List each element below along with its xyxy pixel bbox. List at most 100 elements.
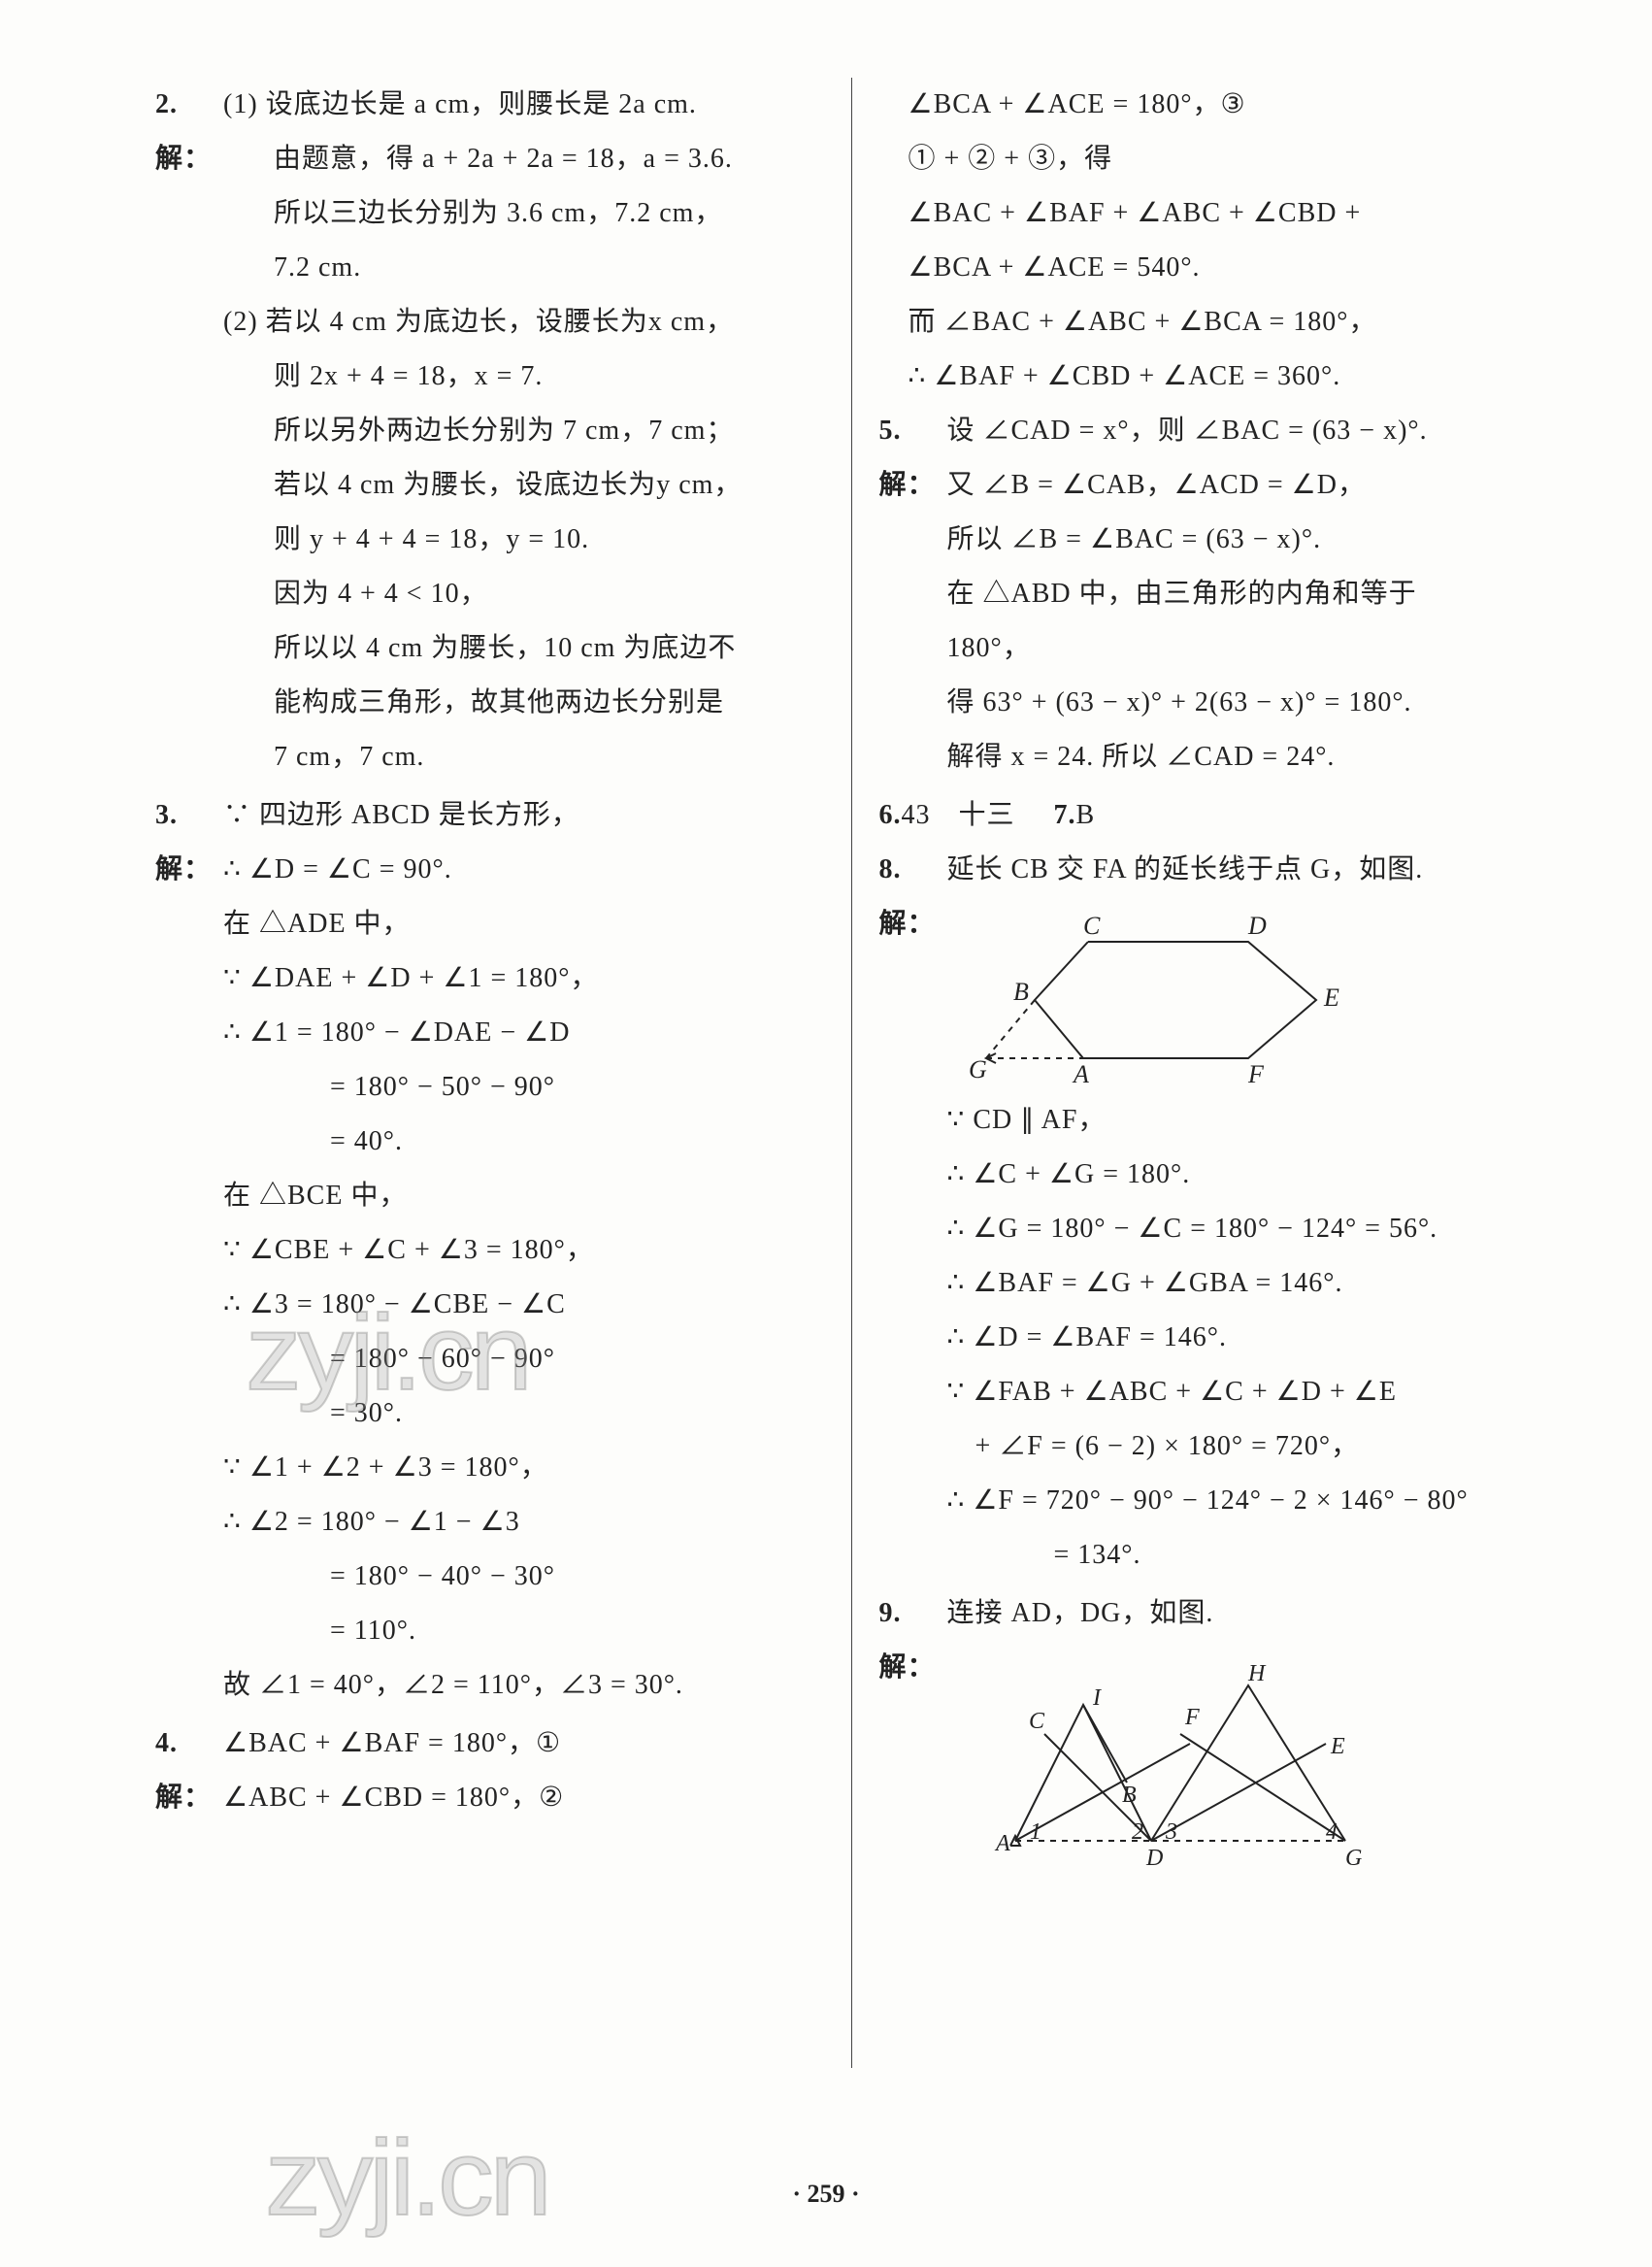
- text-line: 在 △ABD 中，由三角形的内角和等于: [947, 567, 1556, 621]
- text-line: 所以另外两边长分别为 7 cm，7 cm；: [223, 404, 832, 458]
- text-line: 因为 4 + 4 < 10，: [223, 567, 832, 621]
- problem-4: 4.解： ∠BAC + ∠BAF = 180°，① ∠ABC + ∠CBD = …: [155, 1717, 832, 1825]
- text-line: ∴ ∠2 = 180° − ∠1 − ∠3: [223, 1495, 832, 1550]
- text-line: 7 cm，7 cm.: [223, 730, 832, 784]
- page: 2.解： (1) 设底边长是 a cm，则腰长是 2a cm. 由题意，得 a …: [0, 0, 1652, 2267]
- text-line: 所以 ∠B = ∠BAC = (63 − x)°.: [947, 513, 1556, 567]
- label-A: A: [994, 1831, 1011, 1856]
- problem-7: 7.B: [1054, 788, 1096, 843]
- text-line: 延长 CB 交 FA 的延长线于点 G，如图.: [947, 843, 1556, 897]
- problem-5: 5.解： 设 ∠CAD = x°，则 ∠BAC = (63 − x)°. 又 ∠…: [879, 404, 1556, 784]
- text-line: 180°，: [947, 621, 1556, 676]
- label-H: H: [1247, 1661, 1267, 1686]
- problem-number: 3.解：: [155, 788, 223, 1713]
- problem-body: ∵ 四边形 ABCD 是长方形， ∴ ∠D = ∠C = 90°. 在 △ADE…: [223, 788, 832, 1713]
- text-line: ∴ ∠F = 720° − 90° − 124° − 2 × 146° − 80…: [947, 1474, 1556, 1528]
- problem-number: 2.解：: [155, 78, 223, 784]
- right-column: ∠BCA + ∠ACE = 180°，③ ① + ② + ③，得 ∠BAC + …: [852, 78, 1556, 2068]
- text-line: ∴ ∠D = ∠BAF = 146°.: [947, 1311, 1556, 1365]
- label-F: F: [1184, 1705, 1201, 1730]
- text-line: ∠BCA + ∠ACE = 180°，③: [909, 78, 1556, 132]
- label-2: 2: [1132, 1819, 1144, 1845]
- label-B: B: [1122, 1783, 1138, 1808]
- problem-number: 8.解：: [879, 843, 947, 1583]
- label-C: C: [1083, 912, 1101, 940]
- label-E: E: [1330, 1734, 1346, 1759]
- problem-number: 9.解：: [879, 1586, 947, 1905]
- problem-body: 延长 CB 交 FA 的延长线于点 G，如图.: [947, 843, 1556, 1583]
- problem-number: 4.解：: [155, 1717, 223, 1825]
- text-line: ∴ ∠C + ∠G = 180°.: [947, 1148, 1556, 1202]
- text-line: 在 △ADE 中，: [223, 897, 832, 951]
- text-line: 在 △BCE 中，: [223, 1169, 832, 1223]
- problem-body: 连接 AD，DG，如图.: [947, 1586, 1556, 1905]
- two-column-layout: 2.解： (1) 设底边长是 a cm，则腰长是 2a cm. 由题意，得 a …: [155, 78, 1555, 2068]
- text-line: ∠BAC + ∠BAF = 180°，①: [223, 1717, 832, 1771]
- text-line: 故 ∠1 = 40°，∠2 = 110°，∠3 = 30°.: [223, 1658, 832, 1713]
- label-3: 3: [1165, 1819, 1178, 1845]
- text-line: 得 63° + (63 − x)° + 2(63 − x)° = 180°.: [947, 676, 1556, 730]
- text-line: = 30°.: [223, 1386, 832, 1441]
- text-line: = 180° − 40° − 30°: [223, 1550, 832, 1604]
- label-D: D: [1145, 1846, 1164, 1871]
- text-line: = 110°.: [223, 1604, 832, 1658]
- text-line: ∴ ∠BAF + ∠CBD + ∠ACE = 360°.: [909, 350, 1556, 404]
- text-line: = 134°.: [947, 1528, 1556, 1583]
- watermark: zyji.cn: [265, 2117, 548, 2240]
- problem-body: 设 ∠CAD = x°，则 ∠BAC = (63 − x)°. 又 ∠B = ∠…: [947, 404, 1556, 784]
- label-4: 4: [1326, 1819, 1338, 1845]
- text-line: (2) 若以 4 cm 为底边长，设腰长为x cm，: [223, 295, 832, 350]
- text-line: ∴ ∠BAF = ∠G + ∠GBA = 146°.: [947, 1256, 1556, 1311]
- problem-4-cont: ∠BCA + ∠ACE = 180°，③ ① + ② + ③，得 ∠BAC + …: [879, 78, 1556, 404]
- text-line: ∵ CD ∥ AF，: [947, 1093, 1556, 1148]
- text-line: 连接 AD，DG，如图.: [947, 1586, 1556, 1641]
- text-line: ① + ② + ③，得: [909, 132, 1556, 186]
- text-line: 能构成三角形，故其他两边长分别是: [223, 676, 832, 730]
- text-line: (1) 设底边长是 a cm，则腰长是 2a cm.: [223, 78, 832, 132]
- label-E: E: [1323, 983, 1340, 1012]
- text-line: ∵ ∠CBE + ∠C + ∠3 = 180°，: [223, 1223, 832, 1278]
- text-line: + ∠F = (6 − 2) × 180° = 720°，: [947, 1419, 1556, 1474]
- inline-answers: 6.43 十三 7.B: [879, 788, 1556, 843]
- figure-hexagon: C D B E G A F: [957, 903, 1556, 1087]
- text-line: 7.2 cm.: [223, 241, 832, 295]
- label-I: I: [1092, 1685, 1102, 1711]
- problem-number: 5.解：: [879, 404, 947, 784]
- problem-3: 3.解： ∵ 四边形 ABCD 是长方形， ∴ ∠D = ∠C = 90°. 在…: [155, 788, 832, 1713]
- page-number: · 259 ·: [0, 2180, 1652, 2209]
- problem-2: 2.解： (1) 设底边长是 a cm，则腰长是 2a cm. 由题意，得 a …: [155, 78, 832, 784]
- text-line: ∴ ∠D = ∠C = 90°.: [223, 843, 832, 897]
- text-line: 则 y + 4 + 4 = 18，y = 10.: [223, 513, 832, 567]
- problem-body: ∠BAC + ∠BAF = 180°，① ∠ABC + ∠CBD = 180°，…: [223, 1717, 832, 1825]
- label-C: C: [1029, 1709, 1045, 1734]
- text-line: ∴ ∠3 = 180° − ∠CBE − ∠C: [223, 1278, 832, 1332]
- text-line: 解得 x = 24. 所以 ∠CAD = 24°.: [947, 730, 1556, 784]
- text-line: 又 ∠B = ∠CAB，∠ACD = ∠D，: [947, 458, 1556, 513]
- label-G: G: [969, 1055, 988, 1083]
- text-line: = 180° − 50° − 90°: [223, 1060, 832, 1115]
- text-line: 若以 4 cm 为腰长，设底边长为y cm，: [223, 458, 832, 513]
- problem-body: (1) 设底边长是 a cm，则腰长是 2a cm. 由题意，得 a + 2a …: [223, 78, 832, 784]
- text-line: ∵ 四边形 ABCD 是长方形，: [223, 788, 832, 843]
- problem-8: 8.解： 延长 CB 交 FA 的延长线于点 G，如图.: [879, 843, 1556, 1583]
- problem-9: 9.解： 连接 AD，DG，如图.: [879, 1586, 1556, 1905]
- left-column: 2.解： (1) 设底边长是 a cm，则腰长是 2a cm. 由题意，得 a …: [155, 78, 852, 2068]
- label-B: B: [1013, 978, 1030, 1006]
- text-line: = 40°.: [223, 1115, 832, 1169]
- text-line: ∵ ∠DAE + ∠D + ∠1 = 180°，: [223, 951, 832, 1006]
- label-D: D: [1247, 912, 1268, 940]
- text-line: 而 ∠BAC + ∠ABC + ∠BCA = 180°，: [909, 295, 1556, 350]
- text-line: ∴ ∠1 = 180° − ∠DAE − ∠D: [223, 1006, 832, 1060]
- label-G: G: [1345, 1846, 1363, 1871]
- label-1: 1: [1030, 1819, 1042, 1845]
- text-line: ∠BCA + ∠ACE = 540°.: [909, 241, 1556, 295]
- text-line: ∠ABC + ∠CBD = 180°，②: [223, 1771, 832, 1825]
- text-line: ∵ ∠FAB + ∠ABC + ∠C + ∠D + ∠E: [947, 1365, 1556, 1419]
- text-line: 则 2x + 4 = 18，x = 7.: [223, 350, 832, 404]
- text-line: 所以以 4 cm 为腰长，10 cm 为底边不: [223, 621, 832, 676]
- text-line: ∠BAC + ∠BAF + ∠ABC + ∠CBD +: [909, 186, 1556, 241]
- figure-star: A B C D E F G H I 1 2 3: [957, 1647, 1556, 1899]
- text-line: 由题意，得 a + 2a + 2a = 18，a = 3.6.: [223, 132, 832, 186]
- text-line: ∵ ∠1 + ∠2 + ∠3 = 180°，: [223, 1441, 832, 1495]
- problem-6: 6.43 十三: [879, 788, 1015, 843]
